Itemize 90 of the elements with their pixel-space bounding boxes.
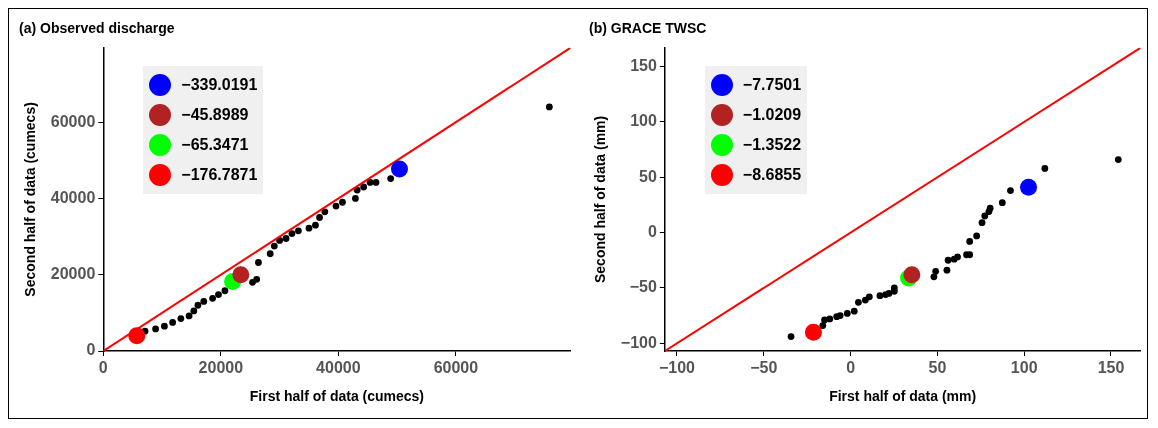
legend-label: −45.8989: [181, 105, 249, 124]
y-tick-label: 20000: [50, 265, 96, 283]
point: [270, 242, 278, 250]
y-tick-label: 0: [647, 223, 657, 240]
point: [876, 292, 884, 300]
point: [787, 333, 795, 341]
point: [1041, 165, 1049, 172]
point: [855, 298, 862, 306]
point: [161, 322, 168, 330]
point: [282, 235, 290, 242]
point: [366, 179, 374, 186]
point: [966, 238, 974, 245]
point: [1020, 178, 1038, 196]
point: [312, 221, 319, 229]
point: [932, 267, 940, 275]
legend-label: −7.7501: [742, 75, 802, 94]
point: [266, 250, 274, 258]
y-tick-label: −50: [629, 278, 657, 296]
x-tick-label: 0: [98, 359, 108, 377]
point: [998, 199, 1006, 207]
x-tick-label: 50: [928, 359, 947, 377]
x-tick-label: 20000: [198, 359, 244, 377]
point: [973, 232, 981, 240]
y-axis-title: Second half of data (mm): [592, 115, 609, 284]
point: [215, 291, 222, 298]
point: [387, 175, 395, 183]
point: [986, 204, 994, 212]
point: [295, 227, 302, 235]
point: [190, 307, 198, 315]
point: [390, 160, 408, 178]
point: [316, 214, 323, 221]
legend-label: −1.3522: [742, 135, 802, 154]
point: [255, 259, 262, 266]
x-tick-label: 150: [1097, 359, 1125, 377]
point: [826, 315, 834, 323]
x-tick-label: 100: [1010, 359, 1038, 377]
point: [865, 293, 873, 301]
point: [288, 230, 296, 237]
point: [954, 253, 961, 261]
point: [545, 103, 553, 111]
y-tick-label: −100: [620, 333, 657, 351]
point: [332, 202, 340, 210]
chart-title: (a) Observed discharge: [19, 20, 175, 37]
point: [305, 224, 313, 232]
x-axis-title: First half of data (mm): [829, 388, 977, 405]
point: [978, 219, 986, 227]
point: [128, 327, 146, 345]
point: [1007, 187, 1014, 194]
point: [352, 195, 359, 202]
y-axis-title: Second half of data (cumecs): [22, 102, 39, 297]
point: [843, 309, 851, 317]
point: [177, 315, 185, 322]
point: [200, 298, 208, 305]
x-tick-label: 40000: [316, 359, 361, 377]
point: [169, 319, 177, 326]
point: [339, 198, 346, 206]
point: [943, 266, 951, 274]
point: [232, 266, 250, 284]
x-tick-label: −100: [658, 359, 696, 377]
x-tick-label: −50: [750, 359, 778, 377]
y-tick-label: 50: [639, 167, 657, 185]
legend-label: −176.7871: [181, 165, 258, 184]
y-tick-label: 40000: [50, 188, 96, 206]
legend-label: −8.6855: [742, 165, 802, 184]
point: [152, 325, 159, 333]
point: [209, 294, 216, 302]
point: [1114, 156, 1122, 163]
x-tick-label: 0: [846, 359, 856, 377]
point: [360, 183, 368, 191]
point: [850, 307, 858, 315]
legend-label: −65.3471: [181, 135, 249, 154]
point: [221, 287, 229, 295]
y-tick-label: 60000: [50, 112, 96, 130]
point: [804, 323, 822, 341]
x-axis-title: First half of data (cumecs): [249, 388, 425, 405]
y-tick-label: 0: [86, 341, 96, 359]
point: [185, 312, 193, 320]
legend-label: −1.0209: [742, 105, 802, 124]
point: [944, 256, 952, 264]
point: [966, 251, 974, 259]
chart-title: (b) GRACE TWSC: [589, 20, 707, 37]
x-tick-label: 60000: [433, 359, 479, 377]
y-tick-label: 100: [630, 112, 657, 130]
legend-label: −339.0191: [181, 75, 258, 94]
point: [981, 212, 989, 220]
point: [819, 322, 827, 329]
point: [372, 179, 380, 186]
point: [253, 275, 261, 283]
point: [194, 301, 202, 309]
y-tick-label: 150: [630, 57, 657, 75]
